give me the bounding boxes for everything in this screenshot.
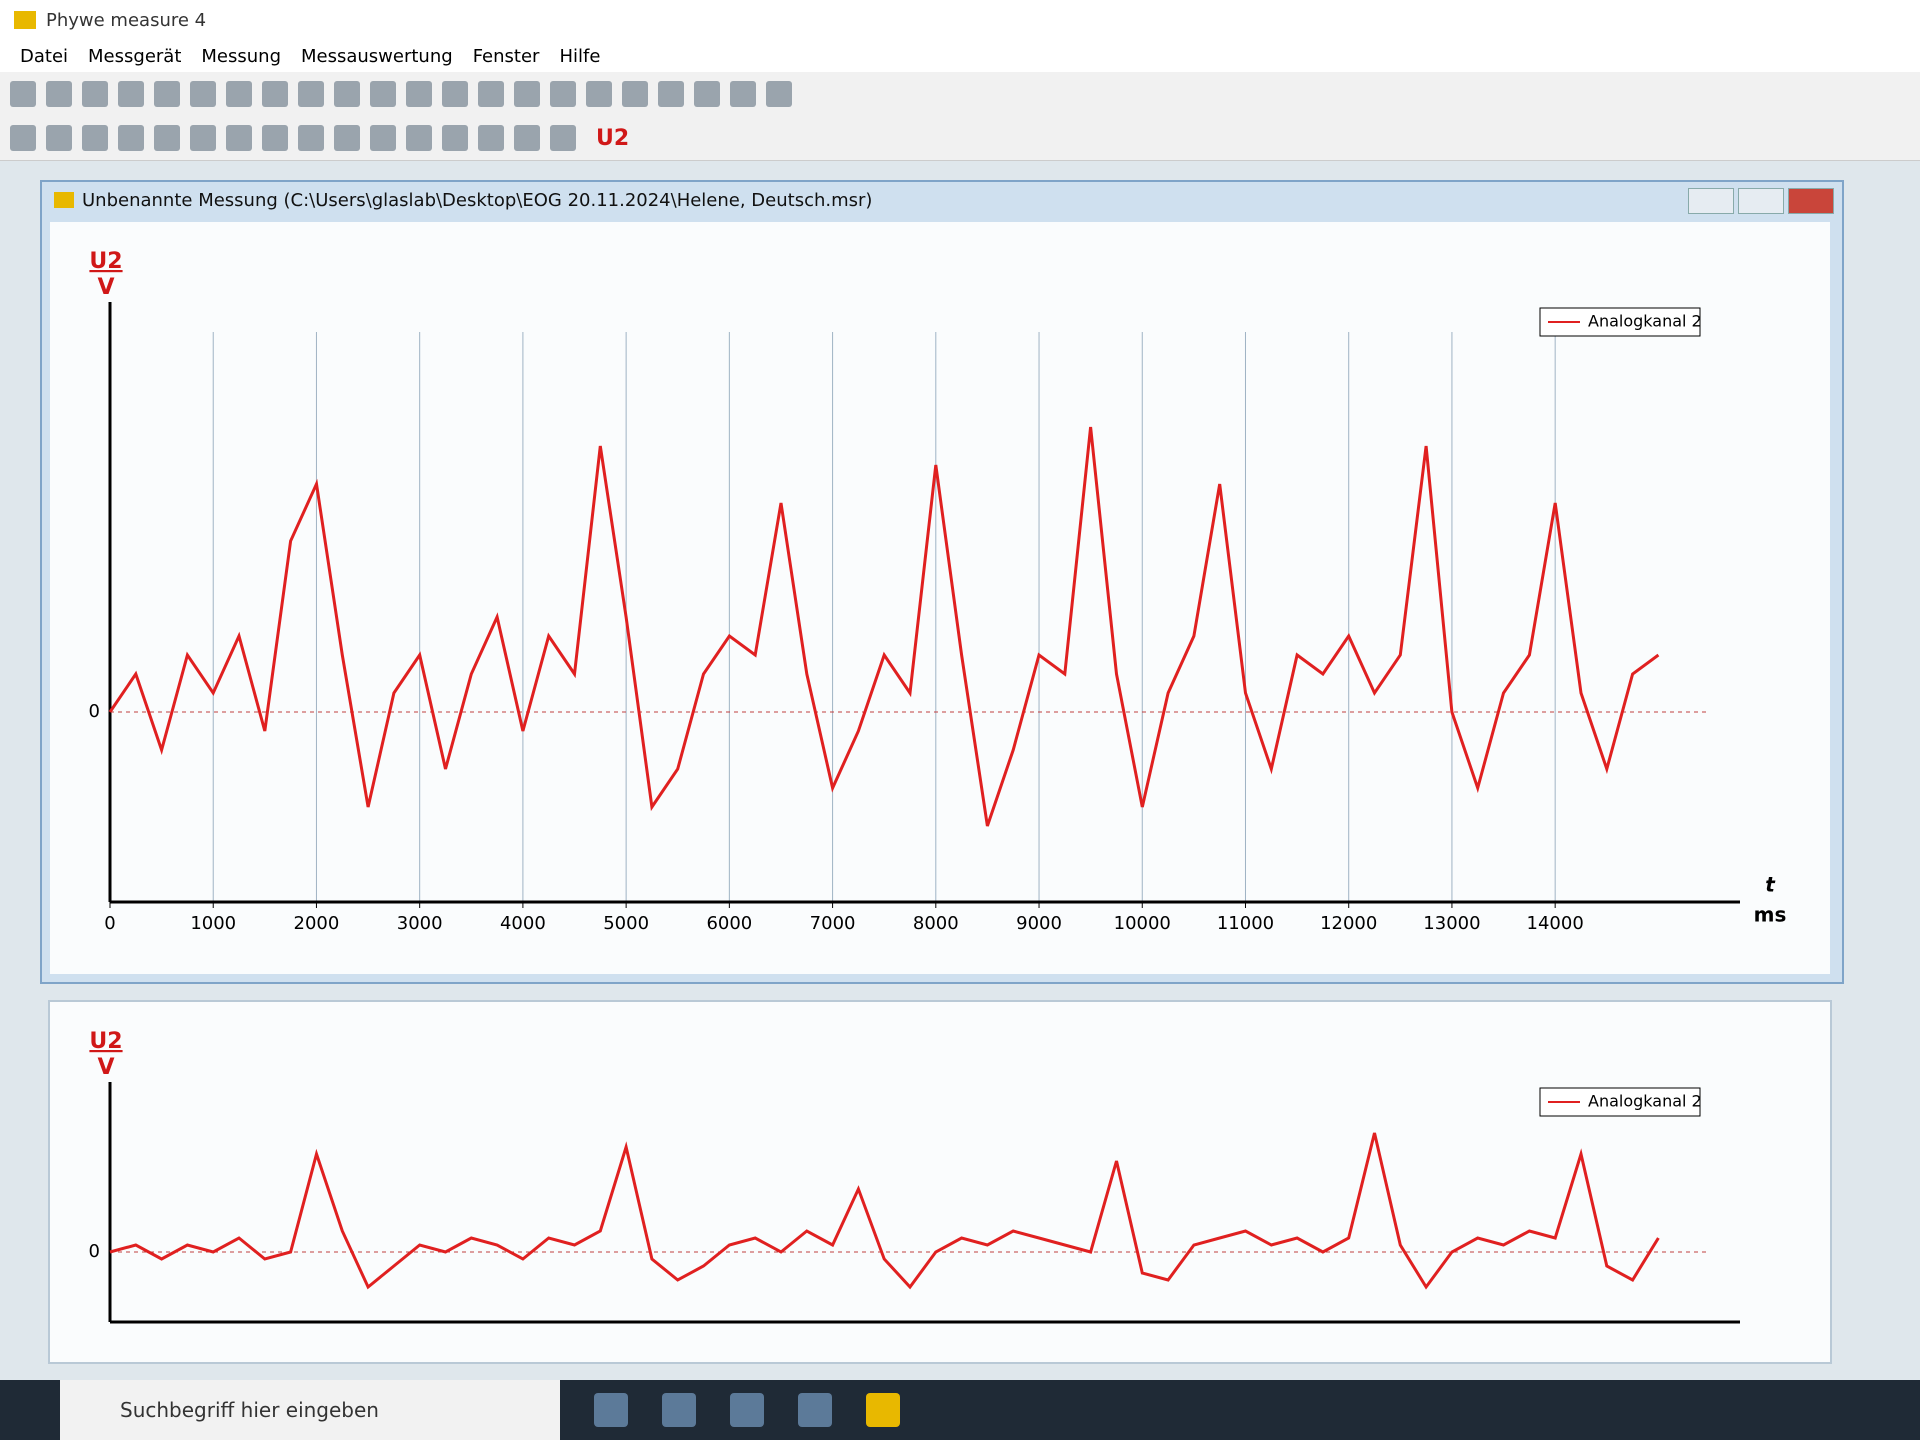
toolbar-button[interactable] xyxy=(46,81,72,107)
toolbar-button[interactable] xyxy=(406,81,432,107)
toolbar-button[interactable] xyxy=(82,125,108,151)
toolbar: U2 xyxy=(0,116,1920,161)
document-window: Unbenannte Messung (C:\Users\glaslab\Des… xyxy=(40,180,1844,984)
x-axis-label: t xyxy=(1765,873,1776,897)
x-tick-label: 7000 xyxy=(810,913,856,934)
x-tick-label: 4000 xyxy=(500,913,546,934)
taskbar-icon[interactable] xyxy=(662,1393,696,1427)
taskbar-search[interactable]: Suchbegriff hier eingeben xyxy=(60,1380,560,1440)
toolbar-button[interactable] xyxy=(334,81,360,107)
menu-item[interactable]: Fenster xyxy=(472,45,540,67)
menubar: Datei Messgerät Messung Messauswertung Fenst… xyxy=(0,40,1920,72)
x-tick-label: 3000 xyxy=(397,913,443,934)
toolbar-button[interactable] xyxy=(262,125,288,151)
doc-icon xyxy=(54,192,74,208)
x-tick-label: 6000 xyxy=(706,913,752,934)
toolbar-button[interactable] xyxy=(298,81,324,107)
toolbar-button[interactable] xyxy=(370,125,396,151)
x-tick-label: 8000 xyxy=(913,913,959,934)
x-tick-label: 9000 xyxy=(1016,913,1062,934)
toolbar-button[interactable] xyxy=(190,81,216,107)
window-controls xyxy=(1684,188,1834,214)
toolbar-button[interactable] xyxy=(154,81,180,107)
x-axis-unit: ms xyxy=(1754,903,1787,927)
y-axis-unit: V xyxy=(97,275,114,300)
toolbar-button[interactable] xyxy=(82,81,108,107)
menu-item[interactable]: Datei xyxy=(20,45,69,67)
maximize-button[interactable] xyxy=(1738,188,1784,214)
document-title: Unbenannte Messung (C:\Users\glaslab\Des… xyxy=(82,189,873,211)
toolbar-button[interactable] xyxy=(118,81,144,107)
search-placeholder: Suchbegriff hier eingeben xyxy=(120,1398,379,1422)
toolbar-button[interactable] xyxy=(622,81,648,107)
data-line xyxy=(108,426,1660,827)
x-tick-label: 2000 xyxy=(294,913,340,934)
toolbar-button[interactable] xyxy=(334,125,360,151)
toolbar-button[interactable] xyxy=(478,125,504,151)
toolbar-button[interactable] xyxy=(190,125,216,151)
menu-item[interactable]: Messgerät xyxy=(88,45,182,67)
app-icon xyxy=(14,11,36,29)
x-tick-label: 0 xyxy=(104,913,115,934)
toolbar-button[interactable] xyxy=(298,125,324,151)
toolbar-button[interactable] xyxy=(550,125,576,151)
menu-item[interactable]: Messauswertung xyxy=(301,45,453,67)
toolbar-button[interactable] xyxy=(118,125,144,151)
toolbar-button[interactable] xyxy=(10,125,36,151)
toolbar-button[interactable] xyxy=(766,81,792,107)
taskbar-icon[interactable] xyxy=(730,1393,764,1427)
y-tick-label: 0 xyxy=(89,701,100,722)
toolbar-button[interactable] xyxy=(154,125,180,151)
document-titlebar: Unbenannte Messung (C:\Users\glaslab\Des… xyxy=(42,182,1842,218)
x-tick-label: 13000 xyxy=(1423,913,1480,934)
taskbar-icon[interactable] xyxy=(594,1393,628,1427)
menu-item[interactable]: Hilfe xyxy=(559,45,601,67)
toolbar-button[interactable] xyxy=(226,81,252,107)
toolbar-button[interactable] xyxy=(370,81,396,107)
toolbar-button[interactable] xyxy=(406,125,432,151)
toolbar-button[interactable] xyxy=(550,81,576,107)
taskbar-icon[interactable] xyxy=(866,1393,900,1427)
toolbar-button[interactable] xyxy=(730,81,756,107)
toolbar xyxy=(0,72,1920,117)
toolbar-button[interactable] xyxy=(262,81,288,107)
toolbar-button[interactable] xyxy=(658,81,684,107)
x-tick-label: 14000 xyxy=(1527,913,1584,934)
toolbar-button[interactable] xyxy=(514,125,540,151)
app-title: Phywe measure 4 xyxy=(46,9,207,31)
close-button[interactable] xyxy=(1788,188,1834,214)
taskbar-icon[interactable] xyxy=(798,1393,832,1427)
toolbar-button[interactable] xyxy=(10,81,36,107)
toolbar-button[interactable] xyxy=(442,81,468,107)
legend-label: Analogkanal 2 xyxy=(1588,312,1702,331)
minimize-button[interactable] xyxy=(1688,188,1734,214)
toolbar-button[interactable] xyxy=(514,81,540,107)
y-tick-label: 0 xyxy=(89,1241,100,1262)
toolbar-button[interactable] xyxy=(46,125,72,151)
menu-item[interactable]: Messung xyxy=(201,45,281,67)
y-axis-label: U2 xyxy=(89,1029,122,1054)
toolbar-button[interactable] xyxy=(478,81,504,107)
toolbar-button[interactable] xyxy=(586,81,612,107)
data-line xyxy=(109,1132,1660,1290)
x-tick-label: 10000 xyxy=(1114,913,1171,934)
y-axis-label: U2 xyxy=(89,249,122,274)
toolbar-button[interactable] xyxy=(226,125,252,151)
y-axis-unit: V xyxy=(97,1055,114,1080)
app-titlebar: Phywe measure 4 xyxy=(0,0,1920,40)
x-tick-label: 11000 xyxy=(1217,913,1274,934)
toolbar-button[interactable] xyxy=(442,125,468,151)
x-tick-label: 12000 xyxy=(1320,913,1377,934)
legend-label: Analogkanal 2 xyxy=(1588,1092,1702,1111)
x-tick-label: 1000 xyxy=(190,913,236,934)
chart: 0 U2V Analogkanal 2 xyxy=(48,1000,1832,1364)
x-tick-label: 5000 xyxy=(603,913,649,934)
toolbar-button[interactable] xyxy=(694,81,720,107)
chart: 0 1000 2000 3000 4000 5000 6000 7000 8000 9000 100… xyxy=(50,222,1830,974)
channel-button[interactable]: U2 xyxy=(596,125,630,151)
taskbar: Suchbegriff hier eingeben xyxy=(0,1380,1920,1440)
